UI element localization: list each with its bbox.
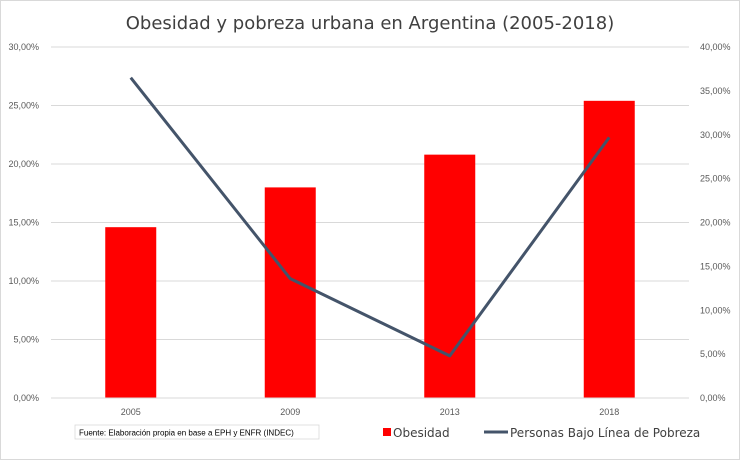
bar-series bbox=[105, 100, 635, 398]
x-tick-label: 2013 bbox=[440, 407, 460, 417]
right-tick-label: 25,00% bbox=[700, 174, 731, 184]
right-axis-ticks: 0,00% 5,00% 10,00% 15,00% 20,00% 25,00% 30,00%… bbox=[700, 42, 731, 403]
left-tick-label: 25,00% bbox=[8, 101, 39, 111]
left-tick-label: 10,00% bbox=[8, 276, 39, 286]
bar-obesidad-2009 bbox=[264, 187, 316, 398]
legend-item-obesidad: Obesidad bbox=[383, 426, 450, 440]
right-tick-label: 35,00% bbox=[700, 86, 731, 96]
legend-label-obesidad: Obesidad bbox=[393, 426, 450, 440]
right-tick-label: 30,00% bbox=[700, 130, 731, 140]
right-tick-label: 5,00% bbox=[700, 349, 726, 359]
x-axis-ticks: 2005 2009 2013 2018 bbox=[121, 407, 620, 417]
gridlines bbox=[51, 46, 689, 340]
left-tick-label: 0,00% bbox=[13, 393, 39, 403]
legend-item-pobreza: Personas Bajo Línea de Pobreza bbox=[484, 426, 700, 440]
source-note-box: Fuente: Elaboración propia en base a EPH… bbox=[74, 424, 320, 440]
source-note-border bbox=[74, 424, 320, 440]
left-tick-label: 15,00% bbox=[8, 218, 39, 228]
right-tick-label: 15,00% bbox=[700, 261, 731, 271]
left-axis-ticks: 0,00% 5,00% 10,00% 15,00% 20,00% 25,00% 30,00% bbox=[8, 42, 39, 403]
source-note: Fuente: Elaboración propia en base a EPH… bbox=[79, 429, 294, 438]
line-pobreza bbox=[129, 76, 611, 358]
left-tick-label: 30,00% bbox=[8, 42, 39, 52]
left-tick-label: 20,00% bbox=[8, 159, 39, 169]
x-tick-label: 2005 bbox=[121, 407, 141, 417]
legend: Obesidad Personas Bajo Línea de Pobreza bbox=[383, 426, 700, 440]
line-series bbox=[129, 76, 611, 358]
bar-obesidad-2018 bbox=[583, 100, 635, 398]
right-tick-label: 0,00% bbox=[700, 393, 726, 403]
left-tick-label: 5,00% bbox=[13, 335, 39, 345]
x-tick-label: 2018 bbox=[599, 407, 619, 417]
bar-obesidad-2013 bbox=[424, 154, 476, 398]
legend-label-pobreza: Personas Bajo Línea de Pobreza bbox=[510, 426, 700, 440]
chart-title: Obesidad y pobreza urbana en Argentina (… bbox=[126, 13, 614, 34]
right-tick-label: 10,00% bbox=[700, 305, 731, 315]
legend-swatch-obesidad bbox=[383, 428, 391, 436]
bar-obesidad-2005 bbox=[105, 227, 157, 398]
right-tick-label: 20,00% bbox=[700, 218, 731, 228]
x-tick-label: 2009 bbox=[280, 407, 300, 417]
right-tick-label: 40,00% bbox=[700, 42, 731, 52]
